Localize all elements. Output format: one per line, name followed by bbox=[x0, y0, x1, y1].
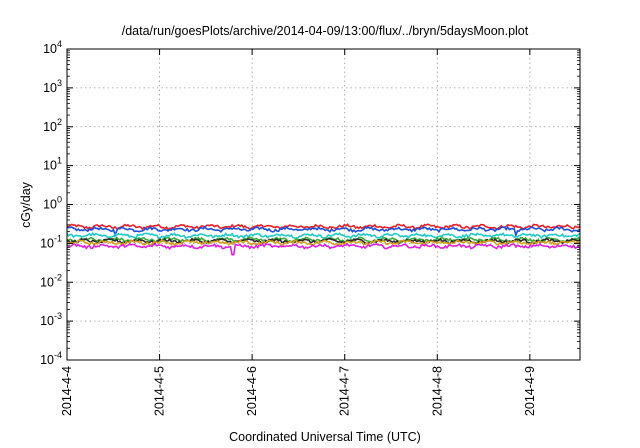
y-tick-label: 102 bbox=[43, 117, 62, 134]
x-tick-label: 2014-4-5 bbox=[153, 366, 167, 416]
y-axis-label: cGy/day bbox=[19, 181, 33, 228]
y-tick-label: 10-1 bbox=[40, 233, 62, 250]
x-tick-label: 2014-4-7 bbox=[338, 366, 352, 416]
y-tick-label: 10-3 bbox=[40, 311, 62, 328]
x-tick-labels: 2014-4-4 2014-4-5 2014-4-6 2014-4-7 2014-4-8… bbox=[60, 366, 537, 416]
y-tick-label: 100 bbox=[43, 195, 62, 212]
y-tick-label: 10-2 bbox=[40, 272, 62, 289]
x-tick-label: 2014-4-6 bbox=[245, 366, 259, 416]
x-tick-label: 2014-4-9 bbox=[523, 366, 537, 416]
y-tick-labels: 10-4 10-3 10-2 10-1 100 101 102 103 104 bbox=[40, 39, 62, 367]
x-tick-label: 2014-4-8 bbox=[430, 366, 444, 416]
grid bbox=[67, 49, 580, 360]
series-line bbox=[66, 225, 581, 239]
y-tick-label: 101 bbox=[43, 156, 62, 173]
series-line bbox=[66, 236, 581, 244]
x-axis-label: Coordinated Universal Time (UTC) bbox=[229, 430, 421, 444]
series-line bbox=[66, 239, 581, 247]
series-group bbox=[66, 223, 581, 256]
y-tick-label: 103 bbox=[43, 78, 62, 95]
y-tick-label: 10-4 bbox=[40, 350, 62, 367]
chart-title: /data/run/goesPlots/archive/2014-04-09/1… bbox=[122, 24, 529, 38]
x-tick-label: 2014-4-4 bbox=[60, 366, 74, 416]
y-tick-label: 104 bbox=[43, 39, 62, 56]
series-line bbox=[66, 242, 581, 256]
tick-marks bbox=[66, 48, 580, 361]
series-line bbox=[66, 231, 581, 240]
series-line bbox=[66, 223, 581, 231]
